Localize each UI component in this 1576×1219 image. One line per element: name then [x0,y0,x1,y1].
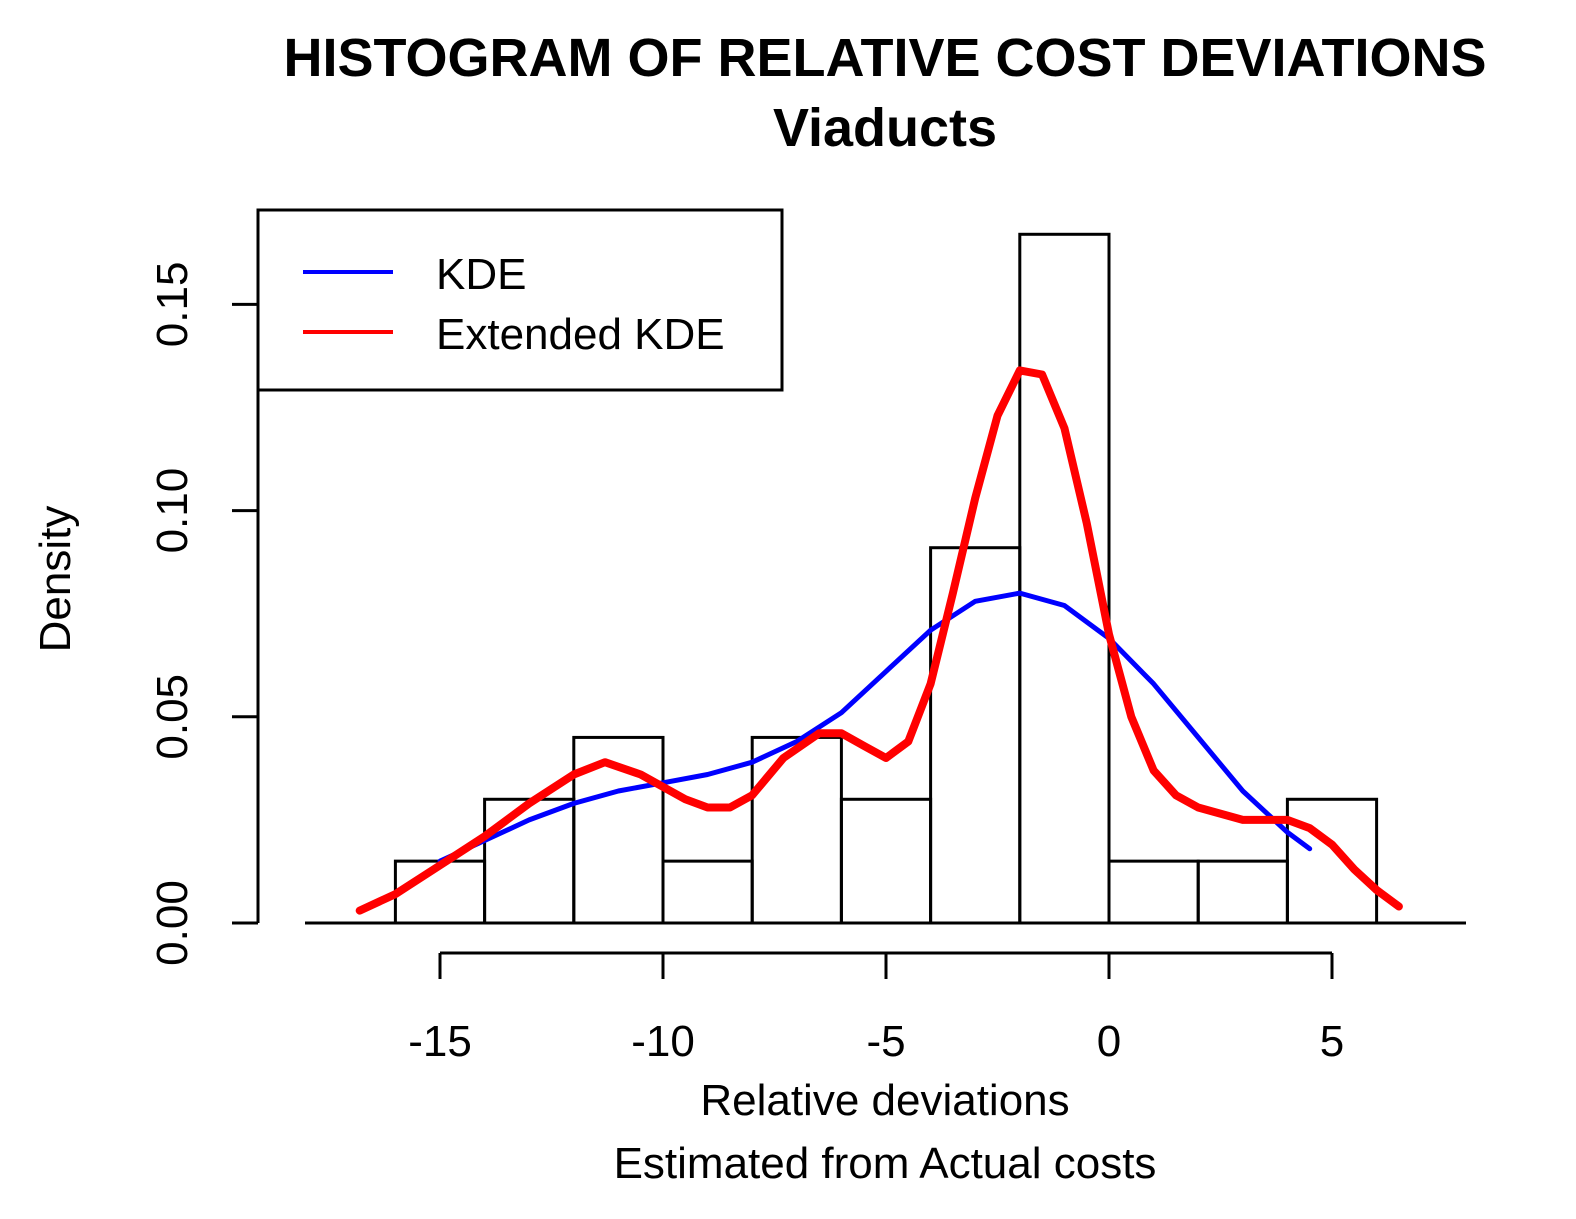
y-axis-label: Density [31,506,80,653]
x-tick-label-1: -10 [631,1017,695,1066]
kde-curve [437,590,1313,864]
y-tick-label-2: 0.10 [148,468,197,554]
histogram-bar-0 [393,859,487,925]
y-tick-label-0: 0.00 [148,880,197,966]
legend-box [256,208,784,392]
x-axis: -15 -10 -5 0 5 [408,951,1344,1066]
chart-title: HISTOGRAM OF RELATIVE COST DEVIATIONS [283,28,1486,88]
histogram-bar-8 [1107,859,1200,925]
legend: KDE Extended KDE [256,208,784,392]
y-axis: 0.00 0.05 0.10 0.15 [148,262,260,966]
legend-label-extended-kde: Extended KDE [436,310,725,359]
y-tick-label-3: 0.15 [148,262,197,348]
histogram-bar-5 [839,797,933,925]
histogram-bar-9 [1196,859,1289,925]
histogram-bar-4 [750,735,843,925]
x-axis-label: Relative deviations [700,1076,1069,1125]
x-axis-sublabel: Estimated from Actual costs [614,1139,1157,1188]
histogram-bars [305,232,1466,925]
histogram-bar-3 [661,859,754,925]
x-tick-label-3: 0 [1097,1017,1121,1066]
chart-subtitle: Viaducts [773,98,997,158]
x-tick-label-2: -5 [866,1017,905,1066]
x-tick-label-0: -15 [408,1017,472,1066]
x-tick-label-4: 5 [1320,1017,1344,1066]
legend-label-kde: KDE [436,250,526,299]
histogram-bar-10 [1285,797,1379,925]
extended-kde-curve [355,366,1403,915]
density-curves [355,366,1403,915]
y-tick-label-1: 0.05 [148,674,197,760]
